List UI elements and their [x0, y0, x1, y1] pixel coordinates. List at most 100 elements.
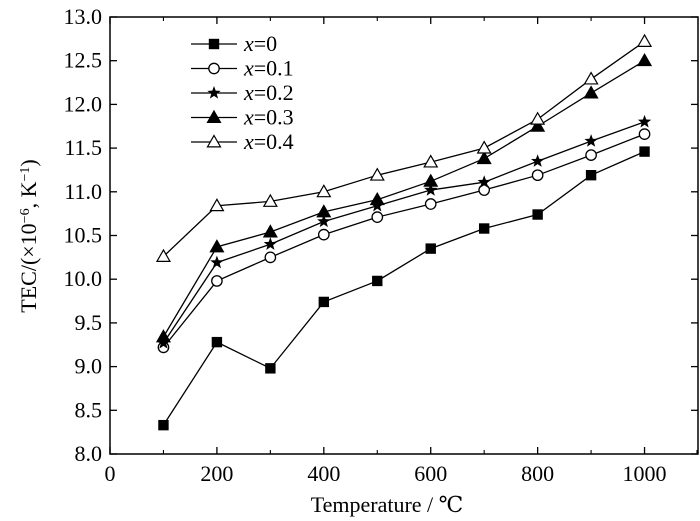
data-point — [423, 173, 439, 187]
data-point — [262, 193, 278, 207]
data-point — [211, 275, 223, 287]
legend-label: x=0.3 — [243, 105, 294, 130]
series-x=0.1 — [157, 128, 651, 354]
legend-item: x=0.3 — [191, 105, 294, 130]
legend-label-value: =0.4 — [254, 129, 294, 154]
legend-label-value: =0.1 — [254, 56, 294, 81]
data-point — [638, 128, 651, 140]
x-tick-label: 1000 — [623, 461, 667, 486]
legend-marker — [207, 86, 221, 99]
data-point — [637, 114, 652, 128]
x-tick-label: 600 — [414, 461, 447, 486]
data-point — [478, 223, 490, 234]
data-point — [264, 251, 277, 264]
data-point — [531, 169, 544, 182]
data-point — [584, 134, 598, 147]
data-point — [209, 239, 225, 253]
y-axis-title-sup1: −6 — [18, 208, 33, 223]
data-point — [262, 224, 278, 238]
data-point — [476, 140, 492, 154]
series-line — [162, 60, 645, 338]
axis-tick-labels: 0 200 400 600 800 1000 8.0 8.5 9.0 9.5 10.0 10.5 11.… — [64, 4, 667, 486]
y-axis-title-sup2: −1 — [18, 167, 33, 182]
y-tick-label: 12.0 — [64, 91, 103, 116]
legend-label-var: x — [243, 31, 254, 56]
data-point — [530, 111, 546, 125]
data-point — [424, 183, 438, 196]
legend-label: x=0.4 — [243, 129, 294, 154]
axis-ticks — [109, 16, 698, 455]
data-point — [585, 149, 597, 161]
data-point — [316, 184, 332, 198]
data-point — [639, 146, 650, 157]
y-axis-title-prefix: TEC/(×10 — [16, 223, 41, 312]
data-point — [371, 211, 384, 223]
data-point — [369, 167, 385, 181]
legend-label-value: =0.2 — [254, 80, 294, 105]
y-axis-title-mid: , K — [16, 181, 41, 208]
y-tick-label: 10.0 — [64, 266, 103, 291]
legend-label-var: x — [243, 56, 254, 81]
series-x=0.2 — [156, 114, 652, 349]
data-point — [317, 214, 331, 228]
legend-label: x=0 — [243, 31, 277, 56]
series-layer — [155, 33, 653, 431]
data-point — [209, 198, 225, 212]
y-tick-label: 9.0 — [75, 354, 103, 379]
x-tick-label: 0 — [105, 461, 116, 486]
legend-marker — [206, 109, 222, 123]
legend-item: x=0.4 — [191, 129, 294, 154]
data-point — [637, 52, 653, 67]
data-point — [369, 191, 385, 206]
series-x=0.4 — [155, 33, 653, 262]
legend-label-value: =0 — [254, 31, 277, 56]
x-axis-title: Temperature / ℃ — [311, 492, 464, 517]
data-point — [211, 336, 223, 348]
data-point — [316, 204, 332, 218]
legend-marker — [208, 62, 220, 75]
y-axis-title-suffix: ) — [16, 159, 41, 166]
legend-marker — [206, 134, 222, 148]
legend-marker — [208, 38, 220, 50]
data-point — [477, 175, 491, 188]
legend: x=0x=0.1x=0.2x=0.3x=0.4 — [191, 31, 294, 154]
series-line — [163, 40, 645, 257]
series-x=0 — [158, 146, 650, 431]
series-x=0.3 — [155, 52, 653, 343]
data-point — [532, 209, 543, 220]
x-tick-label: 400 — [307, 461, 340, 486]
legend-label: x=0.2 — [243, 80, 294, 105]
legend-label-var: x — [243, 80, 254, 105]
data-point — [372, 275, 383, 287]
data-point — [423, 154, 439, 168]
legend-label-value: =0.3 — [254, 105, 294, 130]
y-tick-label: 10.5 — [64, 223, 103, 248]
data-point — [210, 255, 224, 269]
y-tick-label: 8.0 — [75, 441, 103, 466]
legend-label: x=0.1 — [243, 56, 294, 81]
legend-item: x=0.1 — [191, 56, 294, 81]
y-axis-title: TEC/(×10−6, K−1) — [16, 159, 41, 312]
data-point — [425, 243, 436, 254]
data-point — [158, 419, 169, 431]
data-point — [155, 248, 171, 262]
y-tick-label: 9.5 — [75, 310, 103, 335]
plot-frame — [109, 16, 699, 455]
data-point — [317, 228, 330, 241]
data-point — [263, 237, 278, 250]
legend-label-var: x — [243, 129, 254, 154]
data-point — [530, 154, 545, 167]
y-tick-label: 11.5 — [64, 135, 102, 160]
legend-item: x=0.2 — [191, 80, 294, 105]
data-point — [583, 85, 599, 99]
data-point — [424, 198, 437, 210]
data-point — [318, 296, 330, 308]
data-point — [637, 33, 653, 47]
legend-label-var: x — [243, 105, 254, 130]
y-tick-label: 11.0 — [64, 179, 102, 204]
data-point — [155, 329, 171, 343]
x-tick-label: 800 — [521, 461, 554, 486]
y-tick-label: 13.0 — [64, 4, 103, 29]
data-point — [583, 71, 599, 85]
